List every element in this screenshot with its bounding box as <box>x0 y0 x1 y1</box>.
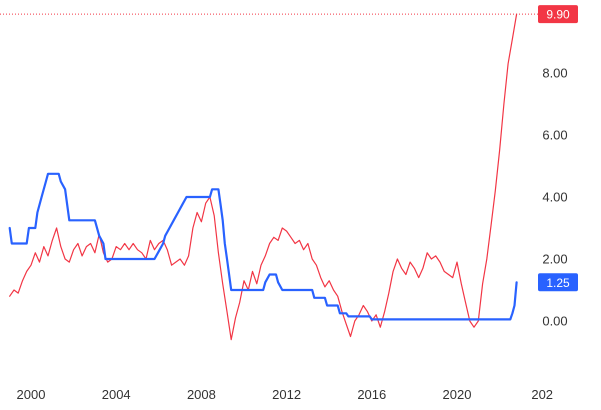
x-tick-label: 2008 <box>187 387 216 402</box>
last-value-badge-bg <box>538 273 578 292</box>
last-value-badge-text: 9.90 <box>546 8 570 22</box>
y-tick-label: 2.00 <box>542 252 567 267</box>
last-value-badge-1: 1.25 <box>538 273 578 292</box>
y-axis: 0.00 2.00 4.00 6.00 8.00 <box>542 66 567 329</box>
series-line-0 <box>9 13 518 341</box>
y-tick-label: 4.00 <box>542 190 567 205</box>
series-layer <box>8 13 518 341</box>
y-tick-label: 0.00 <box>542 314 567 329</box>
last-value-badge-bg <box>538 5 578 24</box>
last-value-badge-0: 9.90 <box>538 5 578 24</box>
last-value-badge-text: 1.25 <box>546 276 570 290</box>
y-tick-label: 8.00 <box>542 66 567 81</box>
x-tick-label: 2004 <box>102 387 131 402</box>
last-value-badges: 9.90 1.25 <box>538 5 578 292</box>
x-tick-label: 202 <box>531 387 553 402</box>
x-tick-label: 2016 <box>357 387 386 402</box>
x-tick-label: 2000 <box>17 387 46 402</box>
x-tick-label: 2020 <box>443 387 472 402</box>
x-tick-label: 2012 <box>272 387 301 402</box>
y-tick-label: 6.00 <box>542 128 567 143</box>
series-line-1 <box>8 172 518 321</box>
x-axis: 2000 2004 2008 2012 2016 2020 202 <box>17 387 554 402</box>
